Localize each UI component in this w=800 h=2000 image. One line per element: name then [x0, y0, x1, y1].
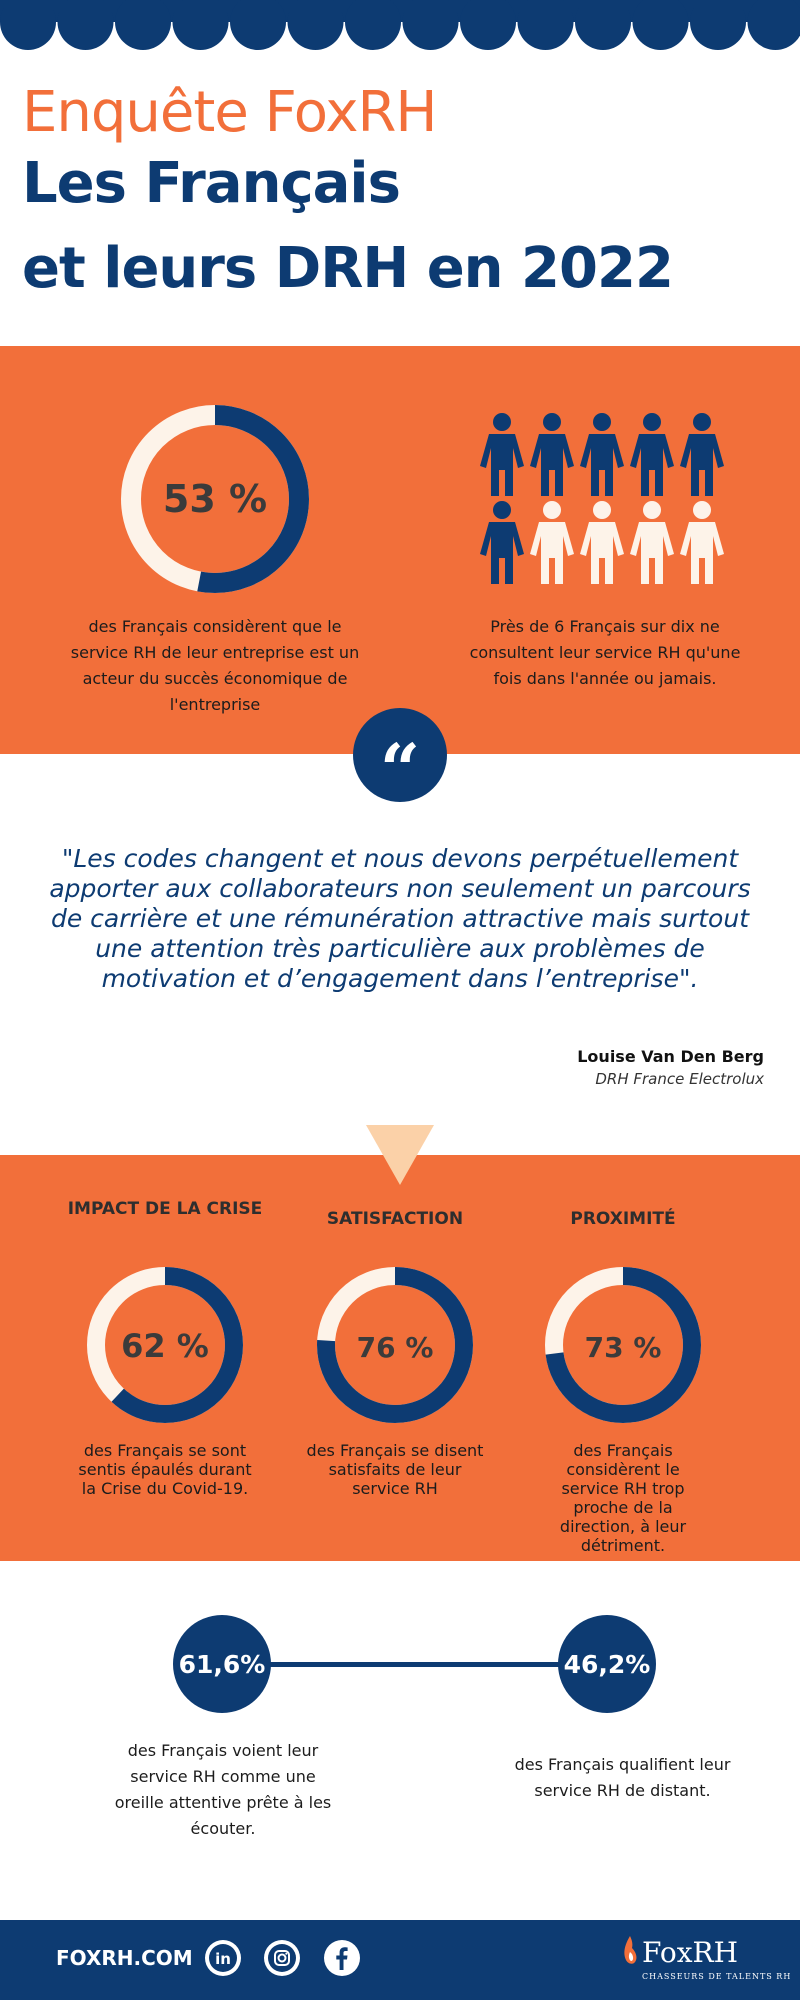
quote-mark: “: [379, 728, 421, 811]
survey-title: Enquête FoxRH: [22, 80, 438, 145]
stats-section-2: IMPACT DE LA CRISE 62 % des Français se …: [0, 1155, 800, 1561]
quote-author: Louise Van Den Berg: [577, 1047, 764, 1066]
flame-icon: [624, 1936, 637, 1964]
header: Enquête FoxRH Les Français et leurs DRH …: [22, 80, 782, 301]
donut-chart-76: 76 %: [317, 1267, 473, 1423]
stat-value: 61,6%: [178, 1649, 266, 1679]
stat1-description: des Français considèrent que le service …: [70, 617, 360, 714]
people-icon-grid: [480, 413, 724, 584]
column-value: 73 %: [585, 1331, 662, 1364]
column-value: 62 %: [121, 1327, 209, 1365]
instagram-icon[interactable]: [264, 1940, 300, 1976]
person-icon: [630, 413, 674, 496]
donut-chart-62: 62 %: [87, 1267, 243, 1423]
footer: FOXRH.COM in FoxRH CHASSEURS DE TALENTS …: [0, 1920, 800, 2000]
column-description: des Français considèrent le service RH t…: [559, 1441, 687, 1555]
person-icon: [580, 413, 624, 496]
person-icon: [530, 413, 574, 496]
main-title-line2: et leurs DRH en 2022: [22, 236, 674, 301]
person-icon: [630, 501, 674, 584]
logo-name: FoxRH: [642, 1936, 739, 1969]
linkedin-icon[interactable]: in: [205, 1940, 241, 1976]
column-description: des Français se sont sentis épaulés dura…: [78, 1441, 252, 1498]
facebook-icon[interactable]: [324, 1940, 360, 1976]
column-value: 76 %: [357, 1331, 434, 1364]
stat-circle-listening: 61,6%: [173, 1615, 271, 1713]
timeline-connector: [222, 1662, 608, 1667]
quote-icon: “: [353, 708, 447, 811]
stat2-description: Près de 6 Français sur dix ne consultent…: [469, 617, 741, 688]
donut-chart-53: 53 %: [121, 405, 309, 593]
foxrh-logo: FoxRH CHASSEURS DE TALENTS RH: [620, 1930, 790, 1990]
svg-text:in: in: [215, 1950, 231, 1968]
stat1-value: 53 %: [163, 477, 267, 521]
quote-text: "Les codes changent et nous devons perpé…: [49, 844, 751, 993]
main-title-line1: Les Français: [22, 151, 401, 216]
stats-section-1: 53 % des Français considèrent que le ser…: [0, 346, 800, 754]
stats-timeline: 61,6% 46,2%: [0, 1600, 800, 1760]
person-icon: [480, 413, 524, 496]
person-icon: [480, 501, 524, 584]
logo-tagline: CHASSEURS DE TALENTS RH: [642, 1972, 792, 1981]
column-description: des Français se disent satisfaits de leu…: [306, 1441, 484, 1498]
stat-value: 46,2%: [563, 1649, 651, 1679]
person-icon: [680, 501, 724, 584]
stat-circle-distant: 46,2%: [558, 1615, 656, 1713]
donut-chart-73: 73 %: [545, 1267, 701, 1423]
person-icon: [580, 501, 624, 584]
column-title: PROXIMITÉ: [570, 1209, 676, 1229]
top-scallop-band: [0, 0, 800, 50]
person-icon: [530, 501, 574, 584]
website-link[interactable]: FOXRH.COM: [56, 1946, 193, 1970]
column-title: IMPACT DE LA CRISE: [67, 1199, 263, 1219]
quote-author-role: DRH France Electrolux: [595, 1070, 764, 1088]
person-icon: [680, 413, 724, 496]
column-title: SATISFACTION: [326, 1209, 464, 1229]
stat-listening-description: des Français voient leur service RH comm…: [114, 1741, 332, 1838]
section-pointer-triangle: [366, 1125, 434, 1185]
stat-distant-description: des Français qualifient leur service RH …: [514, 1755, 731, 1800]
